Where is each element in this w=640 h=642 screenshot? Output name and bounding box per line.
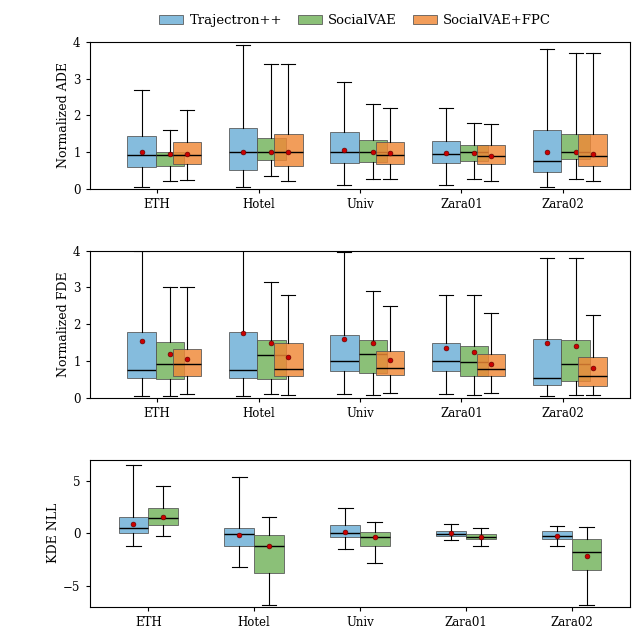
- PathPatch shape: [330, 525, 360, 537]
- PathPatch shape: [542, 530, 572, 539]
- PathPatch shape: [173, 142, 201, 164]
- PathPatch shape: [148, 508, 178, 525]
- PathPatch shape: [436, 530, 466, 536]
- PathPatch shape: [156, 152, 184, 166]
- PathPatch shape: [228, 331, 257, 377]
- Legend: Trajectron++, SocialVAE, SocialVAE+FPC: Trajectron++, SocialVAE, SocialVAE+FPC: [154, 8, 556, 32]
- PathPatch shape: [431, 141, 460, 163]
- PathPatch shape: [257, 138, 285, 160]
- PathPatch shape: [533, 339, 561, 385]
- PathPatch shape: [156, 342, 184, 379]
- PathPatch shape: [579, 356, 607, 386]
- PathPatch shape: [358, 340, 387, 373]
- PathPatch shape: [228, 128, 257, 171]
- PathPatch shape: [431, 343, 460, 371]
- PathPatch shape: [257, 340, 285, 379]
- PathPatch shape: [127, 331, 156, 377]
- PathPatch shape: [579, 134, 607, 166]
- PathPatch shape: [376, 351, 404, 375]
- PathPatch shape: [376, 142, 404, 164]
- PathPatch shape: [466, 534, 495, 539]
- PathPatch shape: [561, 134, 590, 159]
- Y-axis label: KDE NLL: KDE NLL: [47, 503, 60, 563]
- Y-axis label: Normalized FDE: Normalized FDE: [58, 272, 70, 377]
- PathPatch shape: [330, 132, 358, 163]
- PathPatch shape: [477, 146, 506, 164]
- PathPatch shape: [360, 532, 390, 546]
- PathPatch shape: [460, 345, 488, 376]
- PathPatch shape: [274, 343, 303, 376]
- PathPatch shape: [274, 134, 303, 166]
- PathPatch shape: [561, 340, 590, 381]
- PathPatch shape: [118, 517, 148, 533]
- Y-axis label: Normalized ADE: Normalized ADE: [58, 62, 70, 168]
- PathPatch shape: [358, 141, 387, 162]
- PathPatch shape: [127, 135, 156, 167]
- PathPatch shape: [225, 528, 254, 546]
- PathPatch shape: [330, 334, 358, 371]
- PathPatch shape: [254, 535, 284, 573]
- PathPatch shape: [533, 130, 561, 172]
- PathPatch shape: [572, 539, 602, 570]
- PathPatch shape: [173, 349, 201, 376]
- PathPatch shape: [477, 354, 506, 376]
- PathPatch shape: [460, 144, 488, 161]
